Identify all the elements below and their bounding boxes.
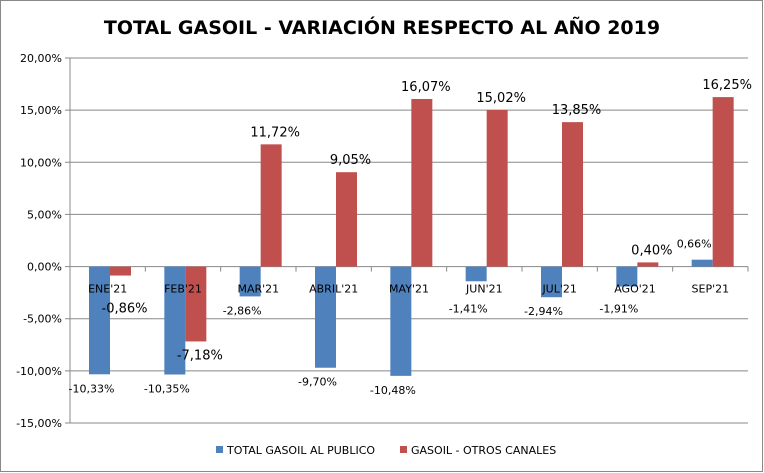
bar-publico [164,266,186,375]
x-category-label: SEP'21 [692,283,730,296]
data-label: -0,86% [102,302,148,317]
y-tick-label: -10,00% [16,365,62,378]
bar-otros [637,262,659,267]
data-label: 0,66% [677,238,712,251]
y-tick-label: -5,00% [23,313,62,326]
x-category-label: ABRIL'21 [309,283,358,296]
bar-otros [712,97,734,267]
bar-publico [541,266,562,298]
legend: TOTAL GASOIL AL PUBLICO GASOIL - OTROS C… [216,444,556,457]
bar-otros [411,98,433,267]
x-category-label: MAY'21 [389,283,429,296]
bar-publico [616,266,638,287]
y-tick-label: 0,00% [27,261,62,274]
x-category-label: AGO'21 [614,283,656,296]
data-label: 9,05% [330,153,371,168]
x-category-label: JUL'21 [541,283,576,296]
bar-otros [185,266,207,342]
data-label: -2,94% [524,305,563,318]
chart-title: TOTAL GASOIL - VARIACIÓN RESPECTO AL AÑO… [104,15,660,39]
bar-otros [336,172,357,267]
y-tick-label: 20,00% [20,52,62,65]
bar-otros [486,109,508,267]
y-tick-label: 10,00% [20,156,62,169]
data-label: -2,86% [223,304,262,317]
y-tick-label: -15,00% [16,417,62,430]
x-category-label: MAR'21 [237,283,279,296]
bar-publico [691,259,713,267]
data-label: -10,48% [370,384,416,397]
bar-otros [110,266,131,276]
y-tick-label: 5,00% [27,208,62,221]
data-label: 0,40% [631,243,672,258]
legend-label-otros: GASOIL - OTROS CANALES [411,444,556,457]
bar-publico [315,266,336,368]
bar-otros [260,144,282,267]
data-label: -10,33% [69,382,115,395]
bar-otros [562,122,583,267]
legend-label-publico: TOTAL GASOIL AL PUBLICO [226,444,375,457]
data-label: -7,18% [177,348,223,363]
data-label: 16,07% [401,80,451,95]
bar-publico [465,266,487,282]
data-label: 16,25% [702,78,752,93]
data-label: -1,41% [449,303,488,316]
y-tick-label: 15,00% [20,104,62,117]
data-label: 11,72% [250,125,300,140]
x-category-label: FEB'21 [164,283,202,296]
x-category-label: JUN'21 [465,283,503,296]
data-label: -9,70% [298,376,337,389]
data-label: 13,85% [552,103,602,118]
data-label: -10,35% [144,383,190,396]
x-category-label: ENE'21 [88,283,127,296]
legend-swatch-red [400,446,407,453]
data-label: 15,02% [476,91,526,106]
bar-publico [239,266,261,297]
bar-publico [89,266,110,375]
data-label: -1,91% [599,303,638,316]
legend-swatch-blue [216,446,223,453]
bar-publico [390,266,412,376]
